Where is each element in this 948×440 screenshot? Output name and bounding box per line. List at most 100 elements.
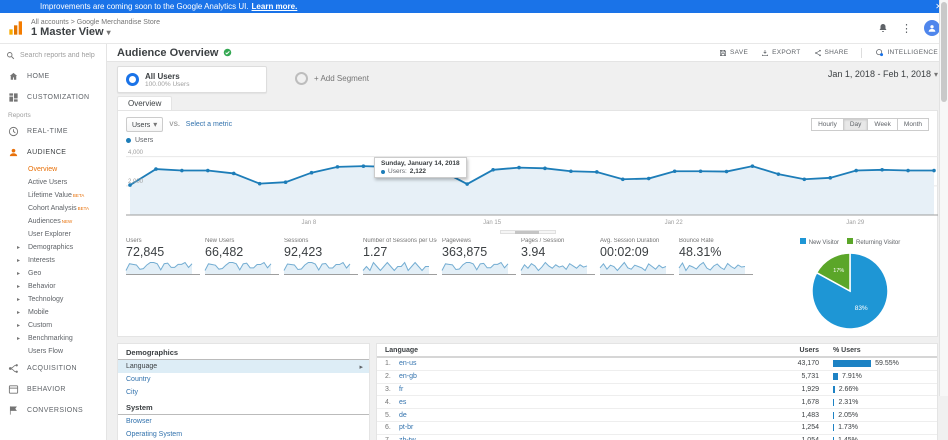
granularity-toggle: Hourly Day Week Month bbox=[811, 118, 929, 131]
sidebar-item-lifetime-value[interactable]: Lifetime Value BETA bbox=[28, 192, 85, 199]
sidebar-item-audiences[interactable]: Audiences NEW bbox=[28, 218, 73, 225]
sidebar-item-behavior-report[interactable]: BEHAVIOR bbox=[0, 379, 106, 400]
row-users: 5,731 bbox=[801, 373, 819, 381]
granularity-week[interactable]: Week bbox=[867, 118, 898, 131]
intelligence-button[interactable]: INTELLIGENCE bbox=[875, 48, 938, 57]
sparkline bbox=[283, 261, 351, 274]
svg-text:17%: 17% bbox=[833, 268, 844, 274]
row-rank: 2. bbox=[385, 373, 391, 381]
users-timeseries-chart: Users 4,000 2,000 Sunday, January 14, 20… bbox=[126, 135, 938, 234]
customization-icon bbox=[9, 93, 18, 102]
language-link[interactable]: en-gb bbox=[399, 373, 417, 381]
chevron-down-icon bbox=[104, 26, 111, 38]
sidebar-item-home[interactable]: HOME bbox=[0, 66, 106, 87]
breadcrumb-all-accounts[interactable]: All accounts bbox=[31, 18, 69, 26]
column-percent-users[interactable]: % Users bbox=[833, 347, 861, 354]
row-percent: 1.73% bbox=[819, 424, 929, 432]
search-input[interactable] bbox=[20, 51, 102, 59]
dimension-operating-system[interactable]: Operating System bbox=[126, 431, 183, 438]
table-row: 3. fr 1,929 2.66% bbox=[377, 384, 937, 397]
sidebar-item-geo[interactable]: Geo bbox=[0, 267, 106, 280]
sidebar-item-users-flow[interactable]: Users Flow bbox=[28, 348, 64, 355]
row-users: 1,054 bbox=[743, 437, 819, 440]
share-button[interactable]: SHARE bbox=[814, 49, 849, 57]
percent-text: 2.66% bbox=[838, 385, 859, 393]
expand-arrow-icon bbox=[17, 322, 20, 329]
sidebar-item-overview[interactable]: Overview bbox=[28, 166, 58, 173]
table-row: 7.zh-tw1,054 1.45% bbox=[377, 435, 937, 440]
scrollbar-thumb[interactable] bbox=[514, 231, 539, 234]
export-button[interactable]: EXPORT bbox=[761, 49, 800, 57]
sidebar-item-cohort-analysis[interactable]: Cohort Analysis BETA bbox=[28, 205, 90, 212]
select-metric-link[interactable]: Select a metric bbox=[185, 121, 233, 128]
more-options-icon[interactable] bbox=[901, 19, 912, 37]
granularity-day[interactable]: Day bbox=[842, 118, 869, 131]
sidebar-item-interests[interactable]: Interests bbox=[0, 254, 106, 267]
sidebar-item-demographics[interactable]: Demographics bbox=[0, 241, 106, 254]
share-icon bbox=[814, 49, 821, 56]
table-header: Language Users % Users bbox=[377, 344, 937, 358]
learn-more-link[interactable]: Learn more. bbox=[251, 2, 298, 11]
column-language[interactable]: Language bbox=[385, 347, 419, 354]
sidebar-item-behavior[interactable]: Behavior bbox=[0, 280, 106, 293]
language-link[interactable]: de bbox=[399, 411, 407, 419]
notifications-bell-icon[interactable] bbox=[877, 22, 889, 35]
sidebar-item-custom[interactable]: Custom bbox=[0, 319, 106, 332]
expand-arrow-icon bbox=[17, 283, 20, 290]
dimension-language[interactable]: Language bbox=[118, 360, 369, 373]
add-segment-button[interactable]: + Add Segment bbox=[295, 72, 369, 85]
chart-zoom-scrollbar[interactable] bbox=[499, 230, 556, 234]
sidebar-item-benchmarking[interactable]: Benchmarking bbox=[0, 332, 106, 345]
table-row: 6. pt-br 1,254 1.73% bbox=[377, 422, 937, 435]
sidebar-item-realtime[interactable]: REAL-TIME bbox=[0, 121, 106, 142]
close-icon[interactable]: ✕ bbox=[935, 2, 942, 11]
view-selector[interactable]: 1 Master View bbox=[31, 26, 160, 38]
dimension-city[interactable]: City bbox=[126, 389, 139, 396]
scrollbar-thumb[interactable] bbox=[941, 2, 947, 102]
page-title: Audience Overview bbox=[117, 46, 219, 59]
granularity-hourly[interactable]: Hourly bbox=[811, 118, 844, 131]
save-button[interactable]: SAVE bbox=[719, 49, 748, 57]
y-axis-tick: 4,000 bbox=[128, 150, 144, 156]
row-users: 43,170 bbox=[797, 360, 819, 368]
date-range-selector[interactable]: Jan 1, 2018 - Feb 1, 2018 bbox=[828, 69, 938, 79]
row-users: 1,254 bbox=[801, 424, 819, 432]
metric-cards: Users 72,845 New Users 66,482 Sessions 9… bbox=[125, 238, 753, 332]
percent-bar bbox=[833, 437, 834, 440]
section-demographics: Demographics bbox=[118, 344, 369, 360]
announcement-banner: Improvements are coming soon to the Goog… bbox=[0, 0, 948, 13]
tab-overview[interactable]: Overview bbox=[117, 96, 173, 110]
row-percent: 2.31% bbox=[819, 398, 929, 406]
user-avatar[interactable] bbox=[924, 20, 940, 36]
sidebar-item-mobile[interactable]: Mobile bbox=[0, 306, 106, 319]
sidebar-item-conversions[interactable]: CONVERSIONS bbox=[0, 400, 106, 421]
language-link[interactable]: pt-br bbox=[399, 424, 414, 432]
language-link[interactable]: fr bbox=[399, 385, 404, 393]
page-scrollbar[interactable] bbox=[939, 0, 948, 396]
metric-card-new-users: New Users 66,482 bbox=[204, 238, 279, 332]
language-link[interactable]: es bbox=[399, 398, 407, 406]
new-tag: NEW bbox=[61, 219, 73, 224]
table-row: 1. en-us 43,170 59.55% bbox=[377, 358, 937, 371]
metric-dropdown[interactable]: Users bbox=[126, 117, 164, 132]
sidebar-item-audience[interactable]: AUDIENCE bbox=[0, 142, 106, 163]
sidebar-item-customization[interactable]: CUSTOMIZATION bbox=[0, 87, 106, 108]
row-rank: 7. bbox=[385, 437, 399, 440]
clock-icon bbox=[8, 126, 19, 137]
segment-all-users[interactable]: All Users 100.00% Users bbox=[117, 66, 267, 93]
sidebar-item-acquisition[interactable]: ACQUISITION bbox=[0, 358, 106, 379]
banner-message: Improvements are coming soon to the Goog… bbox=[40, 2, 249, 11]
language-link[interactable]: zh-tw bbox=[399, 437, 743, 440]
dimension-country[interactable]: Country bbox=[126, 376, 151, 383]
sidebar-item-technology[interactable]: Technology bbox=[0, 293, 106, 306]
sidebar-item-user-explorer[interactable]: User Explorer bbox=[28, 231, 71, 238]
column-users[interactable]: Users bbox=[799, 347, 819, 354]
dimension-browser[interactable]: Browser bbox=[126, 418, 152, 425]
language-link[interactable]: en-us bbox=[399, 360, 417, 368]
granularity-month[interactable]: Month bbox=[896, 118, 929, 131]
row-rank: 5. bbox=[385, 411, 391, 419]
percent-text: 1.45% bbox=[838, 437, 858, 440]
beta-tag: BETA bbox=[77, 206, 90, 211]
sidebar-item-active-users[interactable]: Active Users bbox=[28, 179, 68, 186]
breadcrumb-property[interactable]: Google Merchandise Store bbox=[76, 18, 161, 26]
